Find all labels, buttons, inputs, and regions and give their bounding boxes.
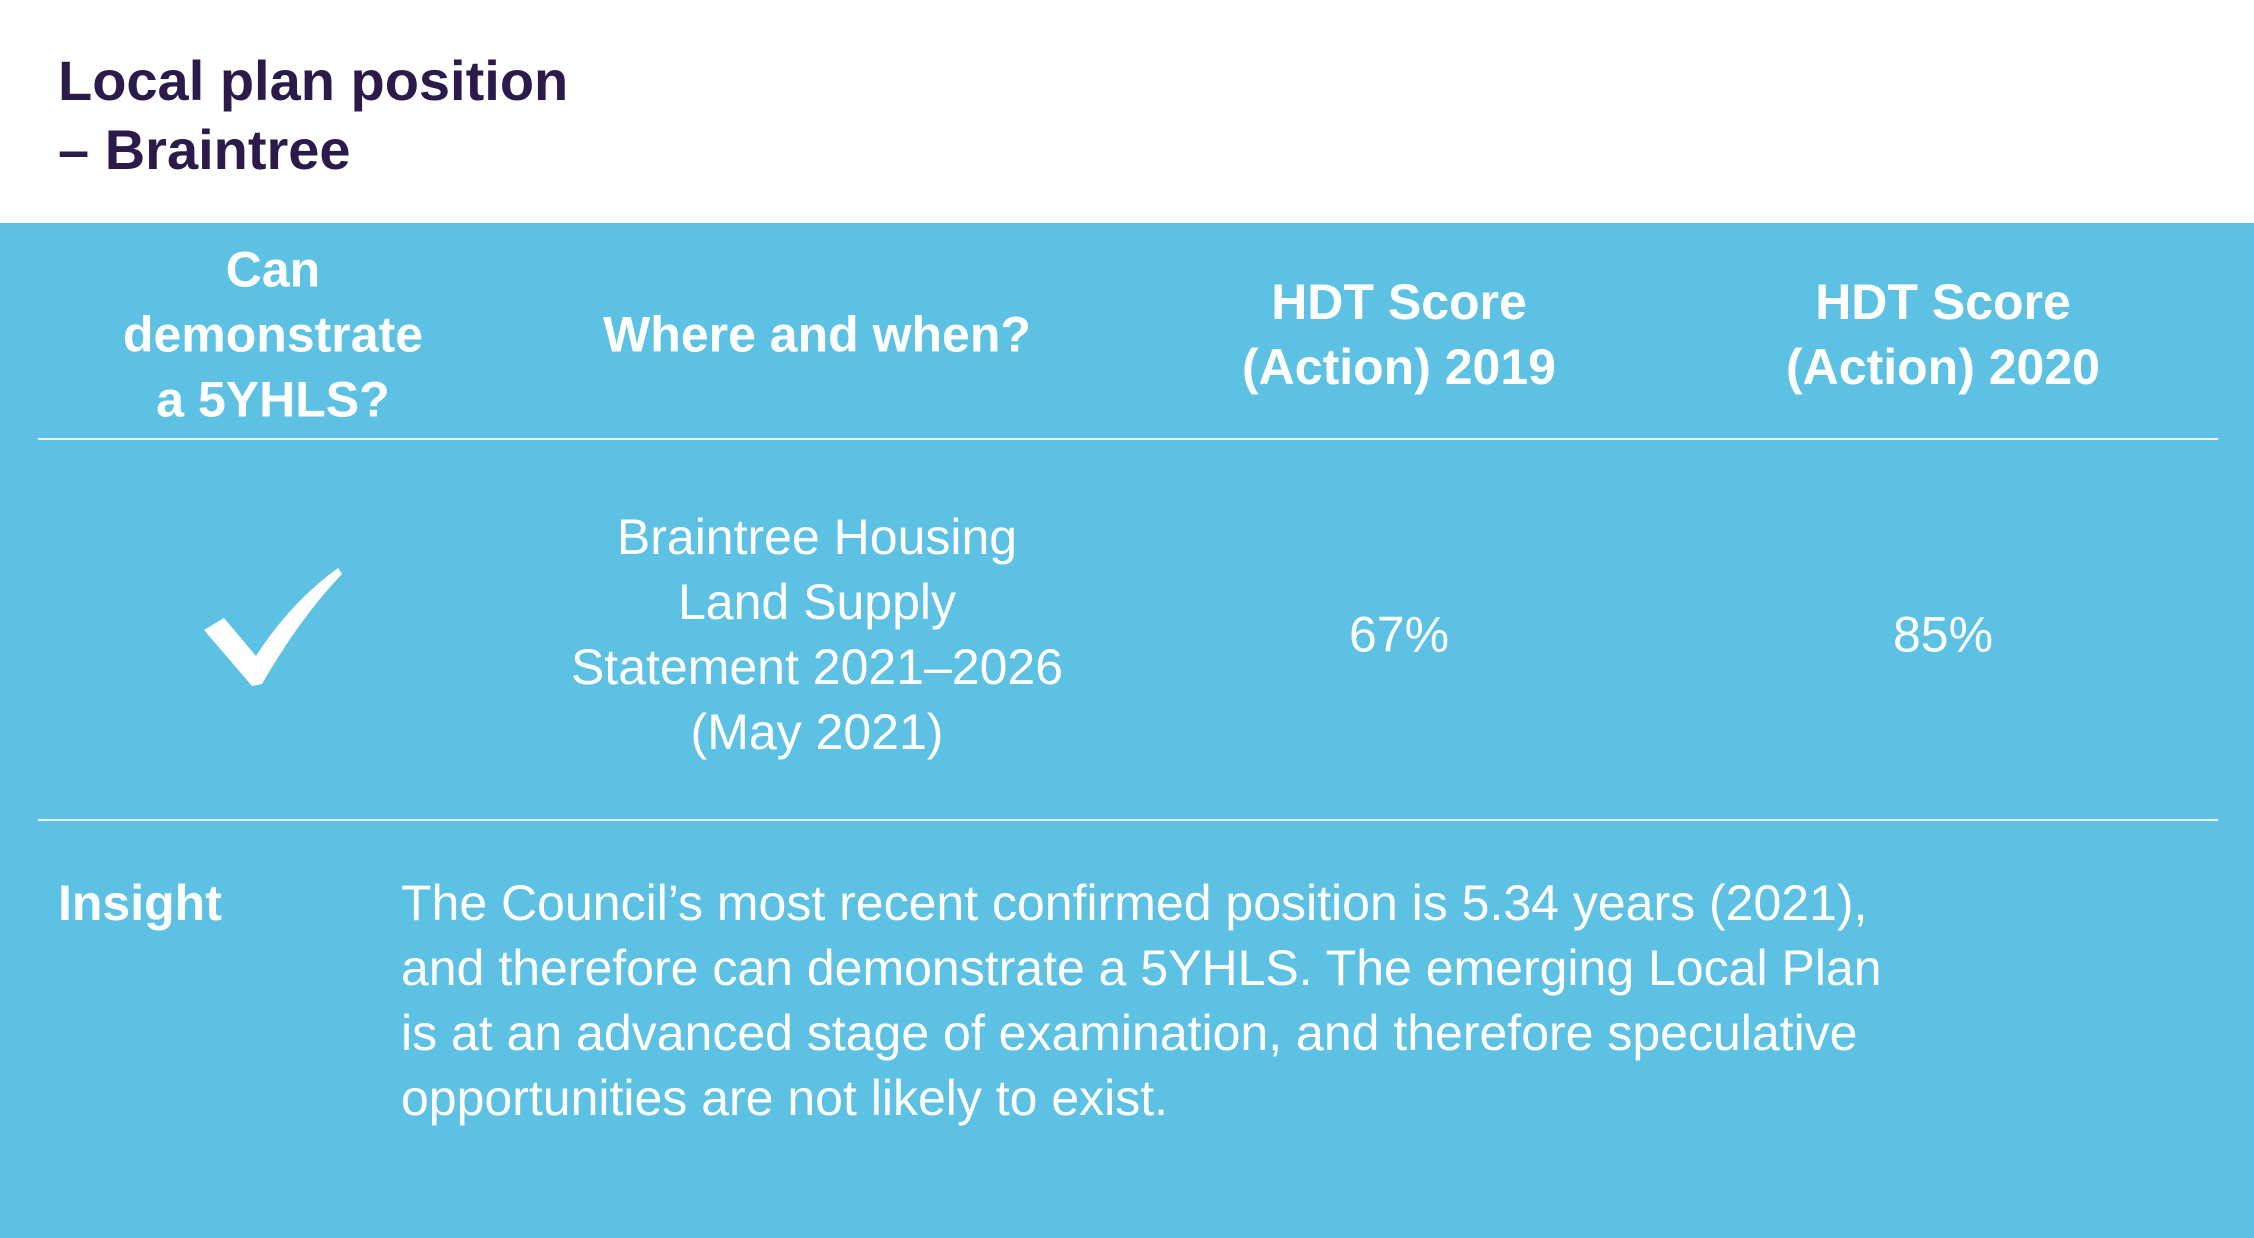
text-line: is at an advanced stage of examination, …: [401, 1005, 1858, 1061]
text-line: opportunities are not likely to exist.: [401, 1070, 1169, 1126]
column-header: Can demonstrate a 5YHLS?: [123, 238, 423, 433]
hdt-2019: 67%: [1348, 606, 1450, 663]
column-header: Where and when?: [603, 303, 1031, 368]
text-line: (May 2021): [690, 704, 944, 760]
text-line: Statement 2021–2026: [570, 639, 1064, 695]
divider: [38, 438, 2218, 440]
divider: [38, 819, 2218, 821]
text-line: (Action) 2019: [1242, 339, 1556, 395]
text-line: HDT Score: [1271, 274, 1527, 330]
text-line: – Braintree: [58, 118, 351, 181]
table-panel: Can demonstrate a 5YHLS? Where and when? H…: [0, 223, 2254, 1238]
hdt-2020: 85%: [1892, 606, 1994, 663]
text-line: The Council’s most recent confirmed posi…: [401, 875, 1868, 931]
text-line: Braintree Housing: [616, 509, 1018, 565]
checkmark: [204, 568, 342, 686]
title: Local plan position – Braintree: [58, 46, 568, 184]
insight-label: Insight: [58, 875, 222, 931]
text-line: Can: [225, 241, 321, 298]
text-line: HDT Score: [1815, 274, 2071, 330]
text-line: Land Supply: [677, 574, 957, 630]
text-line: and therefore can demonstrate a 5YHLS. T…: [401, 940, 1882, 996]
text-line: Where and when?: [603, 306, 1031, 363]
insight-text: The Council’s most recent confirmed posi…: [401, 871, 1882, 1131]
column-header: HDT Score (Action) 2019: [1242, 270, 1556, 400]
column-header: HDT Score (Action) 2020: [1786, 270, 2100, 400]
where-cell: Braintree Housing Land Supply Statement 20…: [571, 505, 1063, 765]
text-line: (Action) 2020: [1786, 339, 2100, 395]
text-line: Local plan position: [58, 49, 569, 112]
checkmark-icon: [204, 568, 342, 686]
text-line: a 5YHLS?: [156, 371, 390, 428]
text-line: demonstrate: [122, 306, 424, 363]
